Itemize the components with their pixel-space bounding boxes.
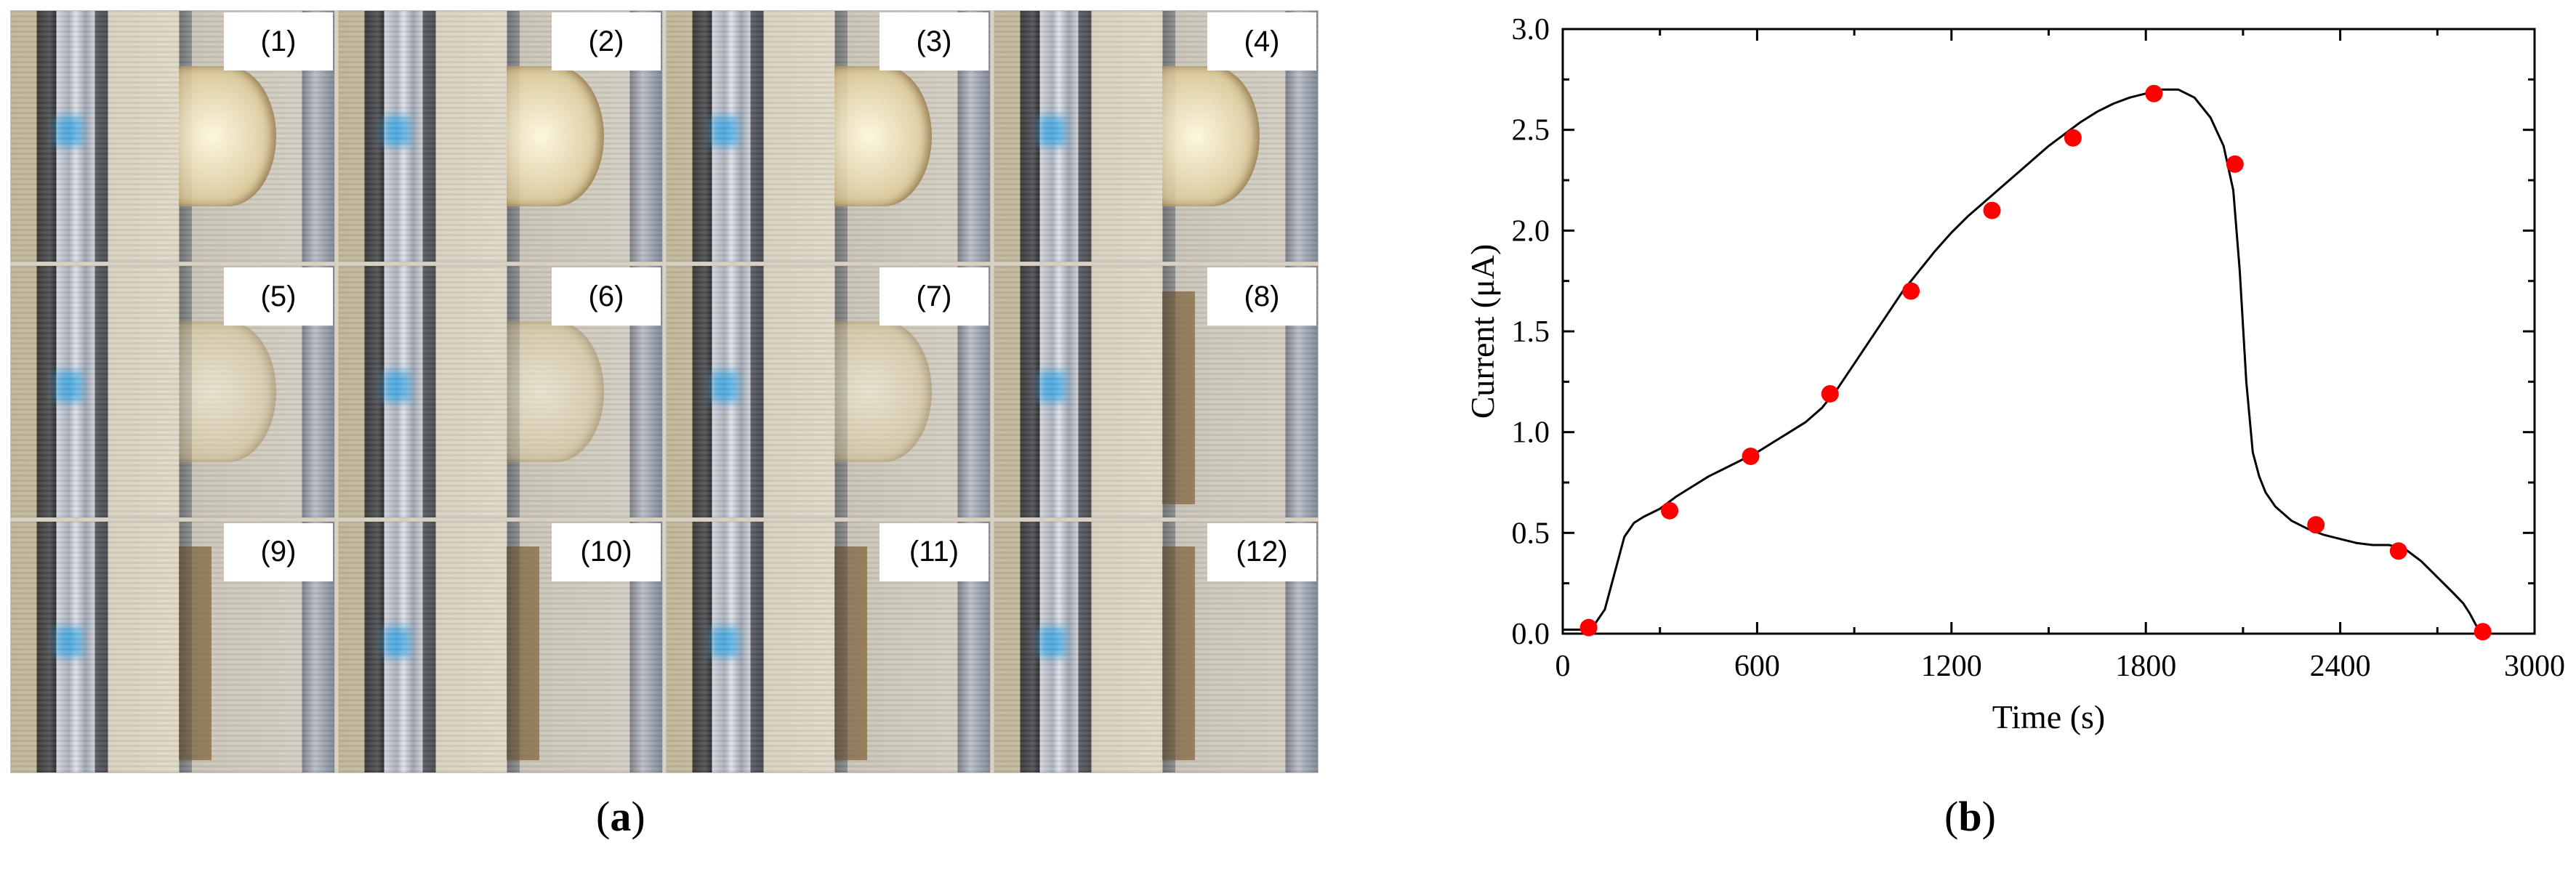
residual-film	[507, 546, 539, 760]
droplet	[507, 65, 604, 207]
panel-b-letter: b	[1958, 793, 1982, 840]
sample-point	[2474, 623, 2492, 641]
y-tick-label: 0.5	[1512, 517, 1550, 550]
x-tick-label: 3000	[2504, 650, 2565, 683]
panel-a-label: (a)	[596, 793, 645, 840]
frame-label: (8)	[1207, 267, 1316, 326]
sample-point	[2307, 516, 2325, 534]
current-time-chart: 0 600 1200 1800 2400 3000 0.0 0.5 1.0 1.5 2.0 2.5 3…	[1464, 13, 2565, 735]
residual-film	[179, 546, 212, 760]
droplet	[179, 65, 276, 207]
droplet	[1162, 65, 1260, 207]
x-tick-label: 1200	[1921, 650, 1982, 683]
frame-label: (10)	[552, 522, 661, 581]
panel-b-label: (b)	[1944, 793, 1996, 840]
photo-frame-7: (7)	[666, 265, 991, 518]
photo-frame-1: (1)	[10, 10, 335, 263]
frame-label: (1)	[224, 12, 333, 70]
x-tick-label: 2400	[2310, 650, 2371, 683]
panel-a: (1) (2) (3) (4) (5) (6) (7) (8) (9) (10)…	[0, 0, 1330, 880]
sample-point	[2226, 155, 2244, 173]
sample-point	[1742, 447, 1760, 465]
current-line	[1563, 88, 2484, 633]
frame-label: (2)	[552, 12, 661, 70]
residual-film	[1162, 546, 1195, 760]
y-tick-label: 3.0	[1512, 13, 1550, 47]
frame-label: (6)	[552, 267, 661, 326]
sample-point	[1902, 282, 1920, 300]
x-axis-ticks: 0 600 1200 1800 2400 3000	[1555, 29, 2565, 683]
frame-label: (11)	[880, 522, 989, 581]
plot-border	[1561, 28, 2536, 635]
frame-label: (3)	[880, 12, 989, 70]
sample-markers	[1579, 84, 2492, 641]
sample-point	[2145, 84, 2163, 102]
y-tick-label: 1.5	[1512, 315, 1550, 349]
photo-frame-3: (3)	[666, 10, 991, 263]
sample-point	[1661, 501, 1679, 520]
photo-frame-5: (5)	[10, 265, 335, 518]
photo-frame-12: (12)	[994, 520, 1319, 773]
y-tick-label: 2.5	[1512, 114, 1550, 148]
current-series	[1563, 88, 2484, 633]
photo-frame-6: (6)	[338, 265, 663, 518]
frame-label: (5)	[224, 267, 333, 326]
photo-frame-11: (11)	[666, 520, 991, 773]
x-tick-label: 1800	[2115, 650, 2176, 683]
frame-label: (12)	[1207, 522, 1316, 581]
plot-frame	[1561, 28, 2536, 635]
y-tick-label: 0.0	[1512, 618, 1550, 651]
photo-frame-9: (9)	[10, 520, 335, 773]
x-axis-title: Time (s)	[1992, 698, 2106, 735]
droplet	[834, 321, 932, 462]
x-tick-label: 600	[1734, 650, 1780, 683]
frame-label: (4)	[1207, 12, 1316, 70]
x-tick-label: 0	[1555, 650, 1571, 683]
sample-point	[1983, 201, 2001, 219]
sample-point	[2064, 129, 2082, 147]
residual-film	[834, 546, 867, 760]
photo-frame-2: (2)	[338, 10, 663, 263]
photo-grid: (1) (2) (3) (4) (5) (6) (7) (8) (9) (10)…	[10, 10, 1319, 773]
sample-point	[2389, 542, 2407, 560]
droplet	[507, 321, 604, 462]
residual-film	[1162, 291, 1195, 505]
sample-point	[1579, 618, 1598, 637]
y-axis-ticks: 0.0 0.5 1.0 1.5 2.0 2.5 3.0	[1512, 13, 2535, 651]
frame-label: (7)	[880, 267, 989, 326]
sample-point	[1821, 384, 1839, 403]
photo-frame-10: (10)	[338, 520, 663, 773]
photo-frame-8: (8)	[994, 265, 1319, 518]
panel-a-letter: a	[610, 793, 632, 840]
y-axis-title: Current (μA)	[1464, 244, 1501, 419]
droplet	[834, 65, 932, 207]
droplet	[179, 321, 276, 462]
frame-label: (9)	[224, 522, 333, 581]
photo-frame-4: (4)	[994, 10, 1319, 263]
y-tick-label: 1.0	[1512, 416, 1550, 450]
y-tick-label: 2.0	[1512, 214, 1550, 248]
